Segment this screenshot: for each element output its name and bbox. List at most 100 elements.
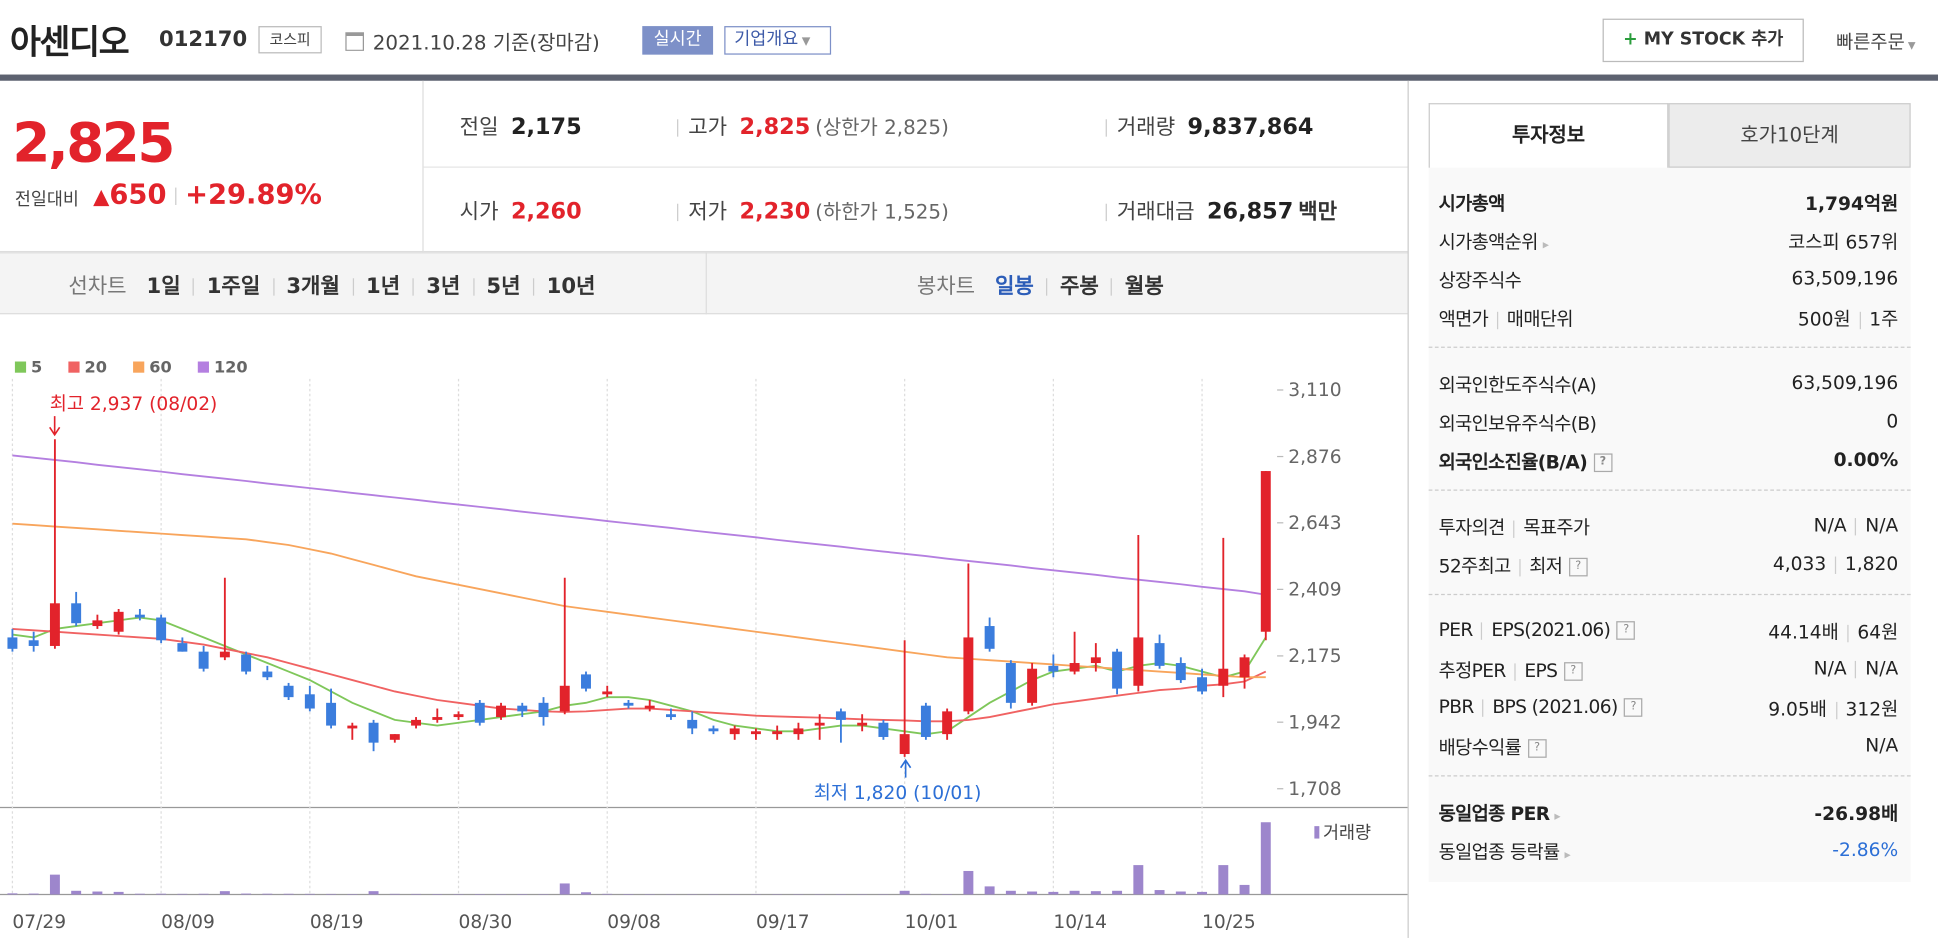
separator (1481, 621, 1483, 640)
separator (1835, 701, 1837, 719)
label-part: 동일업종 PER (1438, 802, 1550, 825)
help-icon[interactable]: ? (1527, 739, 1547, 758)
tab-option[interactable]: 1일 (146, 274, 181, 300)
quick-order[interactable]: 빠른주문 ▼ (1836, 31, 1916, 54)
change-amount: 650 (109, 180, 167, 212)
help-icon[interactable]: ? (1623, 698, 1643, 717)
volume-bar (920, 893, 931, 895)
separator (1519, 558, 1521, 576)
value-part: 0.00% (1833, 448, 1899, 471)
candle-body (262, 671, 273, 678)
tab-option[interactable]: 5년 (486, 274, 521, 300)
candle-body (241, 654, 252, 672)
candle-body (304, 694, 315, 709)
candle-body (942, 711, 953, 735)
summary-label: 거래량 (1116, 115, 1176, 141)
volume-bar (113, 891, 124, 895)
separator (1855, 517, 1857, 535)
value-part: 500원 (1797, 308, 1851, 331)
help-icon[interactable]: ? (1616, 621, 1636, 640)
tab-invest[interactable]: 투자정보 (1428, 103, 1669, 168)
info-label: 동일업종 PER ▸ (1438, 800, 1561, 826)
tab-option[interactable]: 10년 (546, 274, 596, 300)
help-icon[interactable]: ? (1563, 662, 1583, 681)
separator (472, 278, 474, 296)
tab-option[interactable]: 월봉 (1124, 274, 1164, 300)
volume-bar (326, 893, 337, 895)
tab-option[interactable]: 1주일 (206, 274, 261, 300)
separator (352, 278, 354, 296)
label-part: BPS (2021.06) (1492, 695, 1618, 719)
link-arrow: ▸ (1554, 809, 1561, 824)
link-arrow: ▸ (1542, 238, 1549, 253)
volume-bar (1048, 891, 1059, 895)
info-value: N/A N/A (1814, 657, 1899, 679)
candle-body (687, 719, 698, 729)
tab-option[interactable]: 주봉 (1059, 274, 1099, 300)
change-value: ▲650 +29.89% (93, 180, 322, 212)
tab-option[interactable]: 3개월 (286, 274, 340, 300)
help-icon[interactable]: ? (1593, 453, 1612, 473)
volume-bar (559, 883, 570, 895)
company-label: 기업개요 (734, 29, 799, 50)
summary-item: 거래대금 26,857 백만 (1105, 194, 1337, 225)
volume-bar (198, 893, 209, 895)
label-part: 상장주식수 (1438, 269, 1522, 292)
x-tick-label: 10/25 (1202, 912, 1256, 933)
value-part: 1,794억원 (1805, 192, 1899, 215)
volume-bar (1133, 865, 1144, 895)
info-label: 외국인한도주식수(A) (1439, 371, 1597, 397)
separator (532, 278, 535, 296)
stock-code: 012170 (159, 27, 248, 53)
candle-body (559, 685, 570, 712)
price-box (0, 80, 424, 253)
summary-label: 시가 (459, 200, 499, 225)
tab-option[interactable]: 1년 (365, 274, 401, 300)
top-border (0, 74, 1938, 81)
volume-bar (411, 893, 422, 895)
realtime-button[interactable]: 실시간 (642, 26, 714, 55)
date-text: 2021.10.28 기준(장마감) (372, 31, 600, 55)
candle-body (857, 722, 868, 726)
volume-bar (241, 893, 252, 895)
section-divider (1428, 346, 1911, 348)
mystock-button[interactable]: + MY STOCK 추가 (1602, 18, 1804, 63)
legend-swatch (197, 361, 209, 373)
summary-value: 9,837,864 (1187, 114, 1314, 141)
value-part: N/A (1865, 734, 1899, 757)
info-value: 500원 1주 (1798, 306, 1898, 332)
legend-swatch (68, 361, 80, 373)
volume-bar (219, 891, 230, 895)
company-button[interactable]: 기업개요 ▼ (724, 26, 832, 55)
tab-option[interactable]: 3년 (426, 274, 461, 300)
tab-row: 선차트 1일 1주일 3개월 1년 3년 5년 10년 (68, 268, 596, 300)
candle-body (1133, 637, 1144, 686)
help-icon[interactable]: ? (1568, 557, 1588, 577)
value-part: 312원 (1845, 698, 1899, 721)
separator (1513, 519, 1515, 538)
value-part: 44.14배 (1768, 621, 1839, 644)
summary-item: 고가 2,825 (상한가 2,825) (677, 109, 949, 140)
info-label: 외국인소진율(B/A)? (1439, 448, 1612, 474)
candle-body (814, 722, 825, 726)
candle-body (1197, 677, 1208, 692)
candle-body (198, 651, 209, 669)
y-tick-label: 2,409 (1288, 580, 1341, 601)
volume-bar (7, 893, 18, 895)
value-part: 1,820 (1844, 552, 1899, 576)
value-part: -26.98배 (1814, 802, 1899, 825)
info-value: -26.98배 (1814, 800, 1898, 826)
tab-orderbook[interactable]: 호가10단계 (1668, 103, 1911, 168)
separator (1105, 203, 1107, 222)
summary-label: 전일 (459, 115, 499, 141)
candle-body (113, 611, 124, 632)
tab-option[interactable]: 일봉 (994, 274, 1034, 300)
label-part: PER (1438, 618, 1474, 642)
value-part: 64원 (1857, 621, 1899, 644)
label-part: 최저 (1529, 555, 1563, 578)
chart: 07/29 08/09 08/19 08/30 09/08 09/17 10/01 10/14… (0, 358, 1408, 933)
mystock-label: MY STOCK 추가 (1643, 29, 1784, 50)
summary-label: 저가 (688, 200, 728, 225)
separator (1859, 311, 1861, 329)
